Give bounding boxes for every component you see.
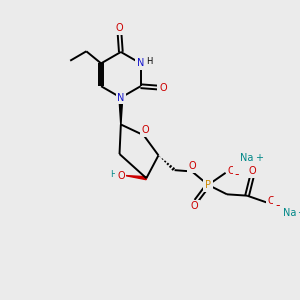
Text: +: + [297,208,300,218]
Polygon shape [119,98,123,126]
Text: O: O [116,23,123,33]
Text: O: O [228,166,235,176]
Text: N: N [137,58,144,68]
Text: H: H [146,57,152,66]
Text: N: N [117,93,124,103]
Text: -: - [235,168,239,181]
Text: +: + [255,153,263,163]
Text: O: O [248,166,256,176]
Text: O: O [141,125,149,135]
Text: -: - [275,199,279,212]
Text: O: O [268,196,276,206]
Text: O: O [191,201,199,212]
Text: P: P [205,180,211,190]
Text: Na: Na [240,153,254,163]
Text: Na: Na [283,208,296,218]
Text: O: O [159,82,167,93]
Text: O: O [188,161,196,171]
Polygon shape [125,176,147,180]
Text: O: O [117,170,125,181]
Text: H: H [110,170,116,179]
